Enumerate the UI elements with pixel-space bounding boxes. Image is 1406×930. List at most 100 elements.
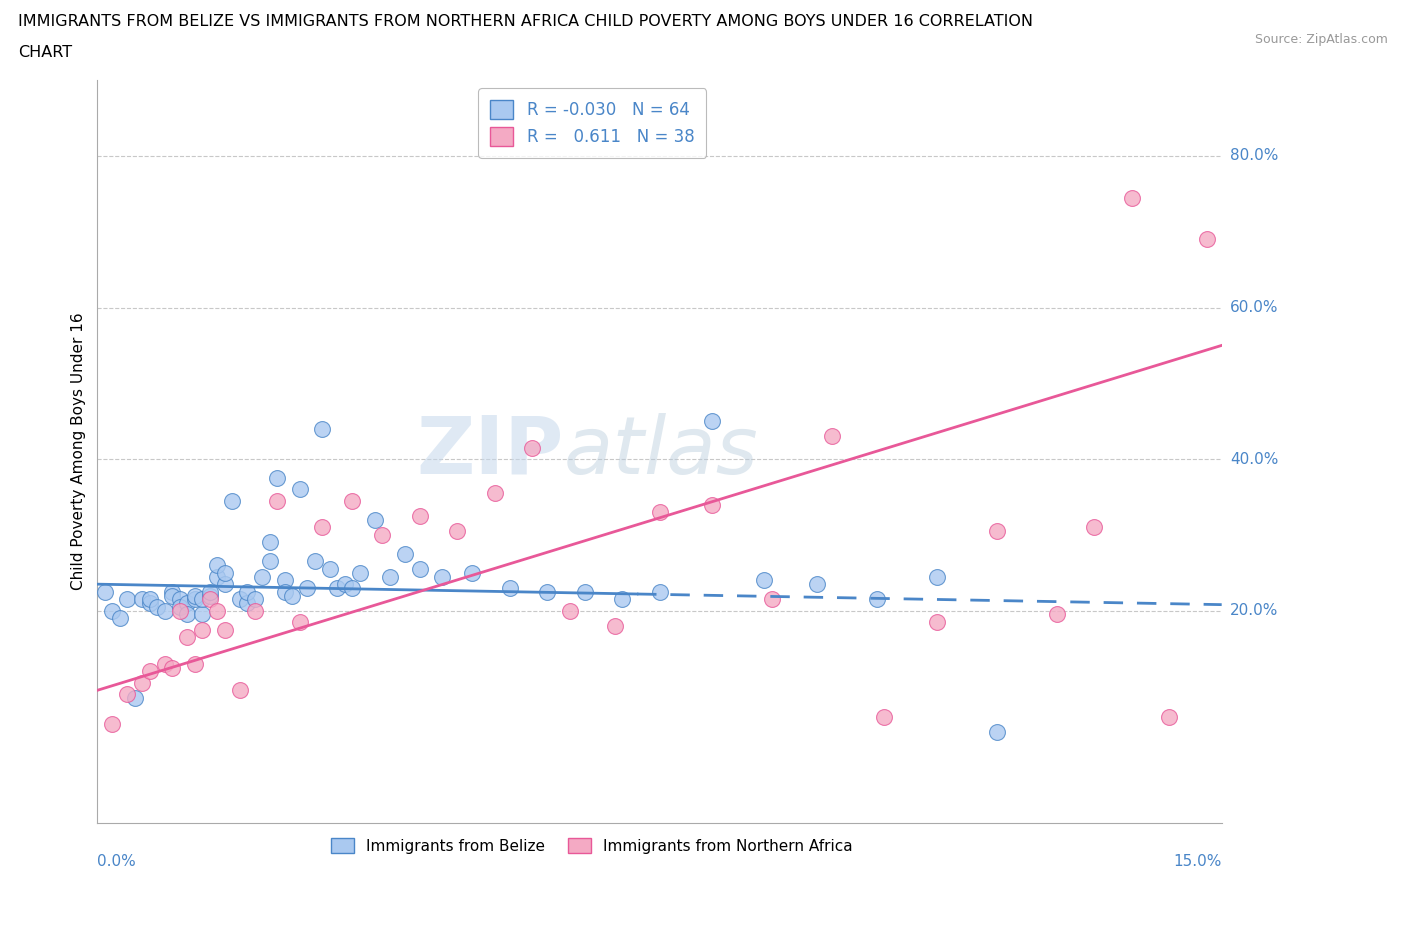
Point [288,615,311,630]
Point [408,509,430,524]
Point [259,554,281,569]
Point [340,580,363,595]
Point [363,512,385,527]
Point [700,498,723,512]
Point [229,683,252,698]
Point [176,596,198,611]
Point [169,591,191,606]
Point [311,421,333,436]
Point [326,580,349,595]
Point [1159,710,1181,724]
Point [1046,607,1069,622]
Point [266,471,288,485]
Point [281,588,304,603]
Point [461,565,484,580]
Point [153,657,176,671]
Point [761,591,783,606]
Point [866,591,889,606]
Point [536,584,558,599]
Point [191,607,214,622]
Text: 80.0%: 80.0% [1230,149,1278,164]
Text: 60.0%: 60.0% [1230,300,1278,315]
Point [319,562,342,577]
Point [169,604,191,618]
Text: 40.0%: 40.0% [1230,452,1278,467]
Point [131,675,153,690]
Point [1121,190,1143,205]
Point [520,440,543,455]
Point [176,607,198,622]
Point [925,615,948,630]
Point [371,527,394,542]
Point [153,604,176,618]
Point [207,558,229,573]
Point [925,569,948,584]
Point [214,577,236,591]
Text: atlas: atlas [564,413,759,490]
Point [198,584,221,599]
Point [274,584,297,599]
Point [484,485,506,500]
Point [162,584,184,599]
Point [986,724,1008,739]
Point [101,717,124,732]
Point [207,569,229,584]
Point [1083,520,1105,535]
Point [162,660,184,675]
Text: IMMIGRANTS FROM BELIZE VS IMMIGRANTS FROM NORTHERN AFRICA CHILD POVERTY AMONG BO: IMMIGRANTS FROM BELIZE VS IMMIGRANTS FRO… [18,14,1033,29]
Point [700,414,723,429]
Point [221,493,243,508]
Point [754,573,776,588]
Point [297,580,319,595]
Point [274,573,297,588]
Point [169,600,191,615]
Text: ZIP: ZIP [416,413,564,490]
Point [236,584,259,599]
Text: Source: ZipAtlas.com: Source: ZipAtlas.com [1254,33,1388,46]
Point [243,604,266,618]
Point [378,569,401,584]
Point [191,591,214,606]
Point [498,580,520,595]
Point [266,493,288,508]
Point [873,710,896,724]
Point [340,493,363,508]
Text: 15.0%: 15.0% [1174,854,1222,869]
Point [117,686,139,701]
Point [146,600,169,615]
Point [198,591,221,606]
Point [236,596,259,611]
Point [176,630,198,644]
Point [1195,232,1218,246]
Point [288,482,311,497]
Point [806,577,828,591]
Point [252,569,274,584]
Point [259,535,281,550]
Point [94,584,117,599]
Point [648,584,671,599]
Text: 0.0%: 0.0% [97,854,136,869]
Point [333,577,356,591]
Point [214,622,236,637]
Point [304,554,326,569]
Point [117,591,139,606]
Point [162,588,184,603]
Point [124,690,146,705]
Point [446,524,468,538]
Point [184,657,207,671]
Point [610,591,633,606]
Point [184,591,207,606]
Point [243,591,266,606]
Point [214,565,236,580]
Point [191,622,214,637]
Point [139,591,162,606]
Legend: Immigrants from Belize, Immigrants from Northern Africa: Immigrants from Belize, Immigrants from … [325,831,859,860]
Y-axis label: Child Poverty Among Boys Under 16: Child Poverty Among Boys Under 16 [72,312,86,591]
Point [821,429,844,444]
Point [184,588,207,603]
Point [558,604,581,618]
Point [198,588,221,603]
Point [408,562,430,577]
Point [311,520,333,535]
Point [648,505,671,520]
